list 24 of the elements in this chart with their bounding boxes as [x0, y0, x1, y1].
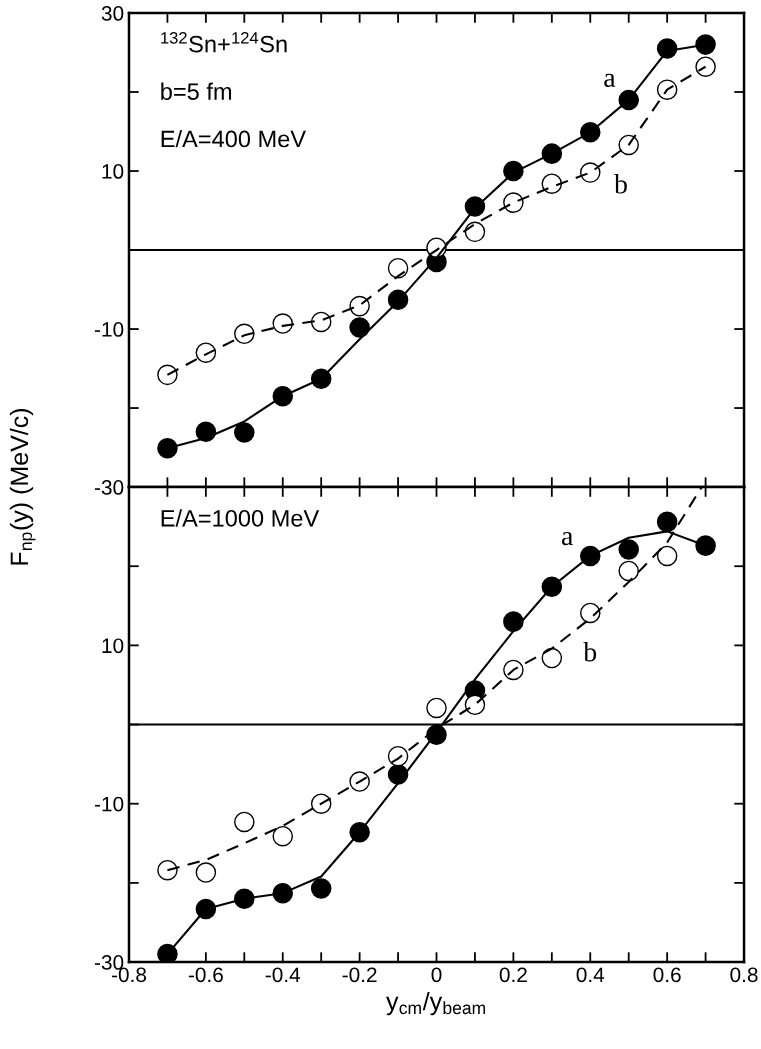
annotation: a	[562, 531, 573, 546]
x-tick-label: 0.6	[653, 967, 681, 983]
annotation: b	[614, 174, 627, 194]
y-tick-label: -10	[94, 796, 124, 812]
x-tick-label: -0.6	[188, 967, 223, 983]
y-axis-title: F$_{np}$(y) (MeV/c)	[9, 409, 36, 565]
x-tick-label: 0	[431, 967, 442, 983]
annotation: b	[583, 641, 597, 662]
annotation: E/A=1000 MeV	[161, 509, 320, 527]
annotation: b=5 fm	[161, 82, 232, 100]
y-tick-label: -10	[94, 322, 124, 337]
x-tick-label: 0.2	[499, 967, 527, 983]
y-tick-label: 10	[102, 638, 124, 654]
y-tick-label: -30	[94, 480, 124, 495]
x-tick-label: -0.2	[342, 967, 377, 983]
y-tick-label: 30	[101, 6, 124, 21]
x-tick-label: 0.4	[576, 967, 605, 983]
x-tick-label: -0.4	[265, 967, 301, 983]
annotation: a	[604, 73, 616, 87]
annotation: $^{132}$Sn+$^{124}$Sn	[161, 31, 287, 53]
y-tick-label: 10	[102, 164, 124, 179]
annotation: E/A=400 MeV	[161, 129, 306, 148]
x-tick-label: 0.8	[730, 967, 758, 983]
x-axis-title: y$_{cm}$/y$_{beam}$	[386, 991, 486, 1016]
